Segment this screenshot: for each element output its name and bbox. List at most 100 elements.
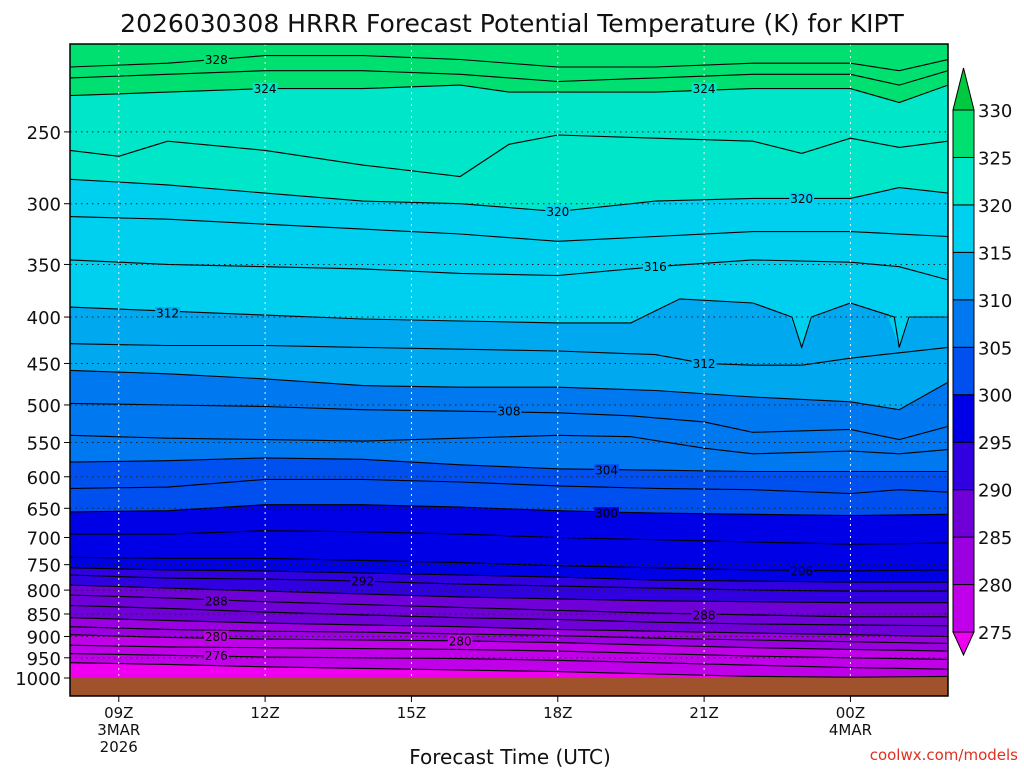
- contour-label-324: 324: [693, 82, 716, 96]
- y-tick-label-600: 600: [27, 468, 61, 489]
- colorbar-segment-315: [952, 204, 975, 253]
- colorbar-segment-285: [952, 489, 975, 538]
- contour-308: [70, 402, 948, 441]
- y-tick-label-500: 500: [27, 396, 61, 417]
- contour-label-316: 316: [644, 260, 667, 274]
- contour-label-bg: [691, 82, 717, 95]
- colorbar-segment-310: [952, 251, 975, 301]
- contour-284: [70, 617, 948, 638]
- colorbar-label-310: 310: [978, 291, 1012, 312]
- x-tick-label-9-0: 09Z: [104, 704, 133, 722]
- grid-lines: [70, 44, 948, 678]
- contour-label-320: 320: [546, 205, 569, 219]
- contour-label-bg: [203, 53, 229, 66]
- x-tick-label-21-0: 21Z: [689, 704, 718, 722]
- colorbar-bottom-arrow: [952, 631, 975, 657]
- contour-label-320: 320: [790, 192, 813, 206]
- contour-label-bg: [594, 464, 620, 477]
- contour-324: [70, 84, 948, 104]
- contour-label-328: 328: [205, 53, 228, 67]
- chart-title: 2026030308 HRRR Forecast Potential Tempe…: [120, 9, 904, 38]
- x-tick-label-24-0: 00Z: [836, 704, 865, 722]
- contour-302: [70, 478, 948, 495]
- contour-298: [70, 530, 948, 545]
- colorbar-label-325: 325: [978, 148, 1012, 169]
- contour-label-288: 288: [205, 594, 228, 608]
- colorbar-label-295: 295: [978, 433, 1012, 454]
- contour-label-288: 288: [693, 608, 716, 622]
- contour-label-312: 312: [693, 357, 716, 371]
- colorbar-segment-275: [952, 584, 975, 633]
- colorbar-label-290: 290: [978, 481, 1012, 502]
- contour-312: [70, 343, 948, 366]
- colorbar-segment-305: [952, 299, 975, 348]
- contour-label-bg: [203, 594, 229, 607]
- x-tick-label-9-1: 3MAR: [97, 721, 140, 739]
- contour-label-292: 292: [351, 575, 374, 589]
- contour-label-308: 308: [498, 405, 521, 419]
- x-tick-label-9-2: 2026: [100, 738, 138, 756]
- y-tick-label-350: 350: [27, 255, 61, 276]
- contour-label-bg: [789, 192, 815, 205]
- pressure-axis: 2503003504004505005506006507007508008509…: [15, 123, 70, 690]
- contour-label-300: 300: [595, 507, 618, 521]
- y-tick-label-550: 550: [27, 433, 61, 454]
- contour-292: [70, 574, 948, 592]
- y-tick-label-1000: 1000: [15, 669, 61, 690]
- contour-278: [70, 644, 948, 660]
- contour-label-bg: [203, 630, 229, 643]
- contour-label-bg: [594, 507, 620, 520]
- ground-bar: [70, 678, 948, 696]
- contour-labels: 328 324 324 320 320 316 312 312 308 304 300 296 292 2…: [155, 53, 815, 663]
- colorbar-label-285: 285: [978, 528, 1012, 549]
- credit-text: coolwx.com/models: [870, 746, 1018, 764]
- contour-274: [70, 662, 948, 678]
- contour-label-bg: [203, 649, 229, 662]
- x-axis-title: Forecast Time (UTC): [409, 745, 611, 768]
- colorbar-label-315: 315: [978, 243, 1012, 264]
- x-tick-label-24-1: 4MAR: [829, 721, 872, 739]
- contour-label-bg: [691, 357, 717, 370]
- contour-label-280: 280: [449, 634, 472, 648]
- contour-label-bg: [252, 82, 278, 95]
- contour-318: [70, 216, 948, 242]
- y-tick-label-450: 450: [27, 354, 61, 375]
- y-tick-label-750: 750: [27, 556, 61, 577]
- plot-frame: [69, 43, 949, 697]
- colorbar-label-330: 330: [978, 101, 1012, 122]
- contour-label-bg: [155, 307, 181, 320]
- colorbar-segment-295: [952, 394, 975, 443]
- contour-label-bg: [642, 260, 668, 273]
- colorbar-segment-280: [952, 536, 975, 586]
- contour-300: [70, 504, 948, 517]
- theta-shading: [70, 44, 948, 678]
- contour-label-bg: [496, 405, 522, 418]
- contour-label-296: 296: [790, 564, 813, 578]
- contour-label-bg: [350, 575, 376, 588]
- colorbar: 275 280 285 290 295 300 305 310 315 320 325 330: [952, 67, 1012, 657]
- contour-label-304: 304: [595, 464, 618, 478]
- contour-label-324: 324: [254, 82, 277, 96]
- contour-328: [70, 55, 948, 72]
- y-tick-label-850: 850: [27, 605, 61, 626]
- contour-label-bg: [545, 205, 571, 218]
- contour-label-bg: [447, 634, 473, 647]
- contour-label-276: 276: [205, 649, 228, 663]
- colorbar-label-300: 300: [978, 386, 1012, 407]
- colorbar-label-275: 275: [978, 623, 1012, 644]
- y-tick-label-400: 400: [27, 308, 61, 329]
- contour-label-bg: [691, 608, 717, 621]
- contour-282: [70, 626, 948, 644]
- colorbar-segment-290: [952, 441, 975, 491]
- y-tick-label-950: 950: [27, 649, 61, 670]
- contour-294: [70, 567, 948, 583]
- contour-304: [70, 457, 948, 473]
- contour-label-280: 280: [205, 630, 228, 644]
- contour-label-312: 312: [156, 307, 179, 321]
- y-tick-label-300: 300: [27, 195, 61, 216]
- y-tick-label-650: 650: [27, 499, 61, 520]
- colorbar-label-280: 280: [978, 576, 1012, 597]
